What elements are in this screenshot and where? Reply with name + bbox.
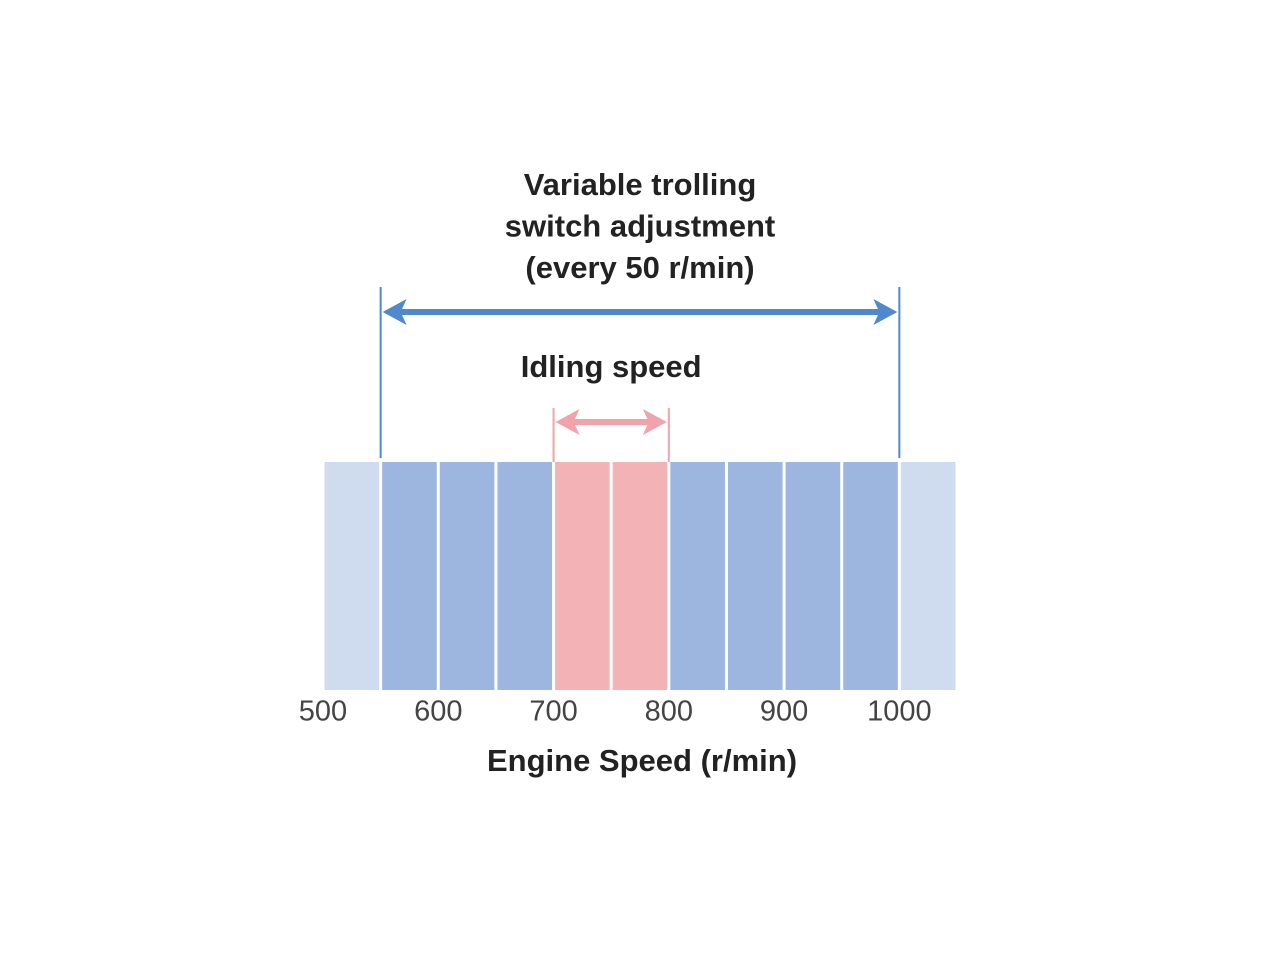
range-label: Idling speed [521,349,702,384]
speed-cell [439,462,495,690]
x-tick-label: 900 [760,696,808,728]
range-label: (every 50 r/min) [525,250,754,285]
speed-cell [324,462,380,690]
range-label: switch adjustment [505,209,775,244]
speed-cell [900,462,956,690]
speed-cell [727,462,783,690]
x-tick-label: 600 [414,696,462,728]
arrow-head [873,299,898,325]
speed-cell [843,462,898,690]
arrow-head [642,409,667,435]
speed-cell [382,462,437,690]
speed-cell [670,462,725,690]
arrow-head [555,409,580,435]
speed-cell [497,462,553,690]
speed-cell [612,462,668,690]
speed-cell [555,462,610,690]
range-label: Variable trolling [524,167,757,202]
speed-cell [785,462,841,690]
x-tick-label: 500 [299,696,347,728]
x-tick-label: 700 [529,696,577,728]
x-tick-label: 1000 [867,696,932,728]
x-tick-label: 800 [645,696,693,728]
arrow-head [382,299,407,325]
x-axis-label: Engine Speed (r/min) [487,743,797,778]
